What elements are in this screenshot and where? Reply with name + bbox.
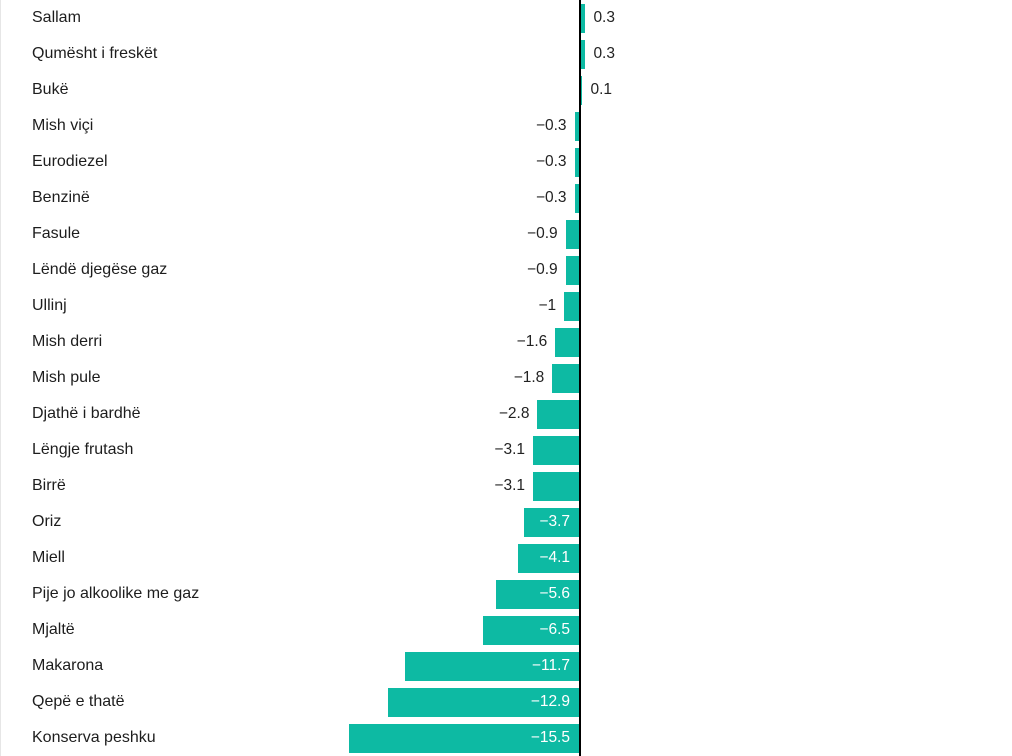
chart-row: Oriz −3.7	[0, 504, 1012, 540]
chart-row: Djathë i bardhë −2.8	[0, 396, 1012, 432]
category-label: Konserva peshku	[32, 729, 156, 746]
category-label: Mish derri	[32, 333, 103, 350]
bar	[495, 579, 579, 609]
bar	[552, 363, 579, 393]
category-label: Sallam	[32, 9, 81, 26]
value-label: −6.5	[539, 621, 570, 638]
value-label: −0.3	[535, 153, 567, 170]
category-label: Fasule	[32, 225, 81, 242]
bar	[524, 507, 579, 537]
chart-row: Eurodiezel −0.3	[0, 144, 1012, 180]
bar	[574, 147, 579, 177]
bar	[564, 291, 579, 321]
category-label: Miell	[32, 549, 65, 566]
value-label: −3.1	[494, 441, 525, 458]
category-label: Djathë i bardhë	[32, 405, 141, 422]
value-label: −3.7	[539, 513, 570, 530]
value-label: −12.9	[530, 693, 570, 710]
chart-row: Makarona −11.7	[0, 648, 1012, 684]
left-edge-divider	[0, 0, 1, 756]
value-label: −1	[538, 297, 557, 314]
category-label: Mjaltë	[32, 621, 75, 638]
bar	[537, 399, 579, 429]
chart-row: Mish derri −1.6	[0, 324, 1012, 360]
category-label: Lëngje frutash	[32, 441, 134, 458]
category-label: Birrë	[32, 477, 66, 494]
chart-row: Qumësht i freskët 0.3	[0, 36, 1012, 72]
chart-row: Lëngje frutash −3.1	[0, 432, 1012, 468]
category-label: Qumësht i freskët	[32, 45, 158, 62]
value-label: 0.3	[593, 9, 615, 26]
bar	[574, 183, 579, 213]
category-label: Benzinë	[32, 189, 90, 206]
value-label: −1.8	[513, 369, 545, 386]
bar	[581, 39, 586, 69]
bar	[581, 3, 586, 33]
chart-row: Konserva peshku −15.5	[0, 720, 1012, 756]
bar	[518, 543, 579, 573]
value-label: 0.3	[593, 45, 615, 62]
chart-row: Qepë e thatë −12.9	[0, 684, 1012, 720]
category-label: Ullinj	[32, 297, 67, 314]
category-label: Lëndë djegëse gaz	[32, 261, 168, 278]
value-label: −5.6	[539, 585, 570, 602]
bar	[482, 615, 579, 645]
chart-row: Ullinj −1	[0, 288, 1012, 324]
category-label: Qepë e thatë	[32, 693, 125, 710]
bar	[532, 471, 579, 501]
chart-row: Mish viçi −0.3	[0, 108, 1012, 144]
value-label: −0.3	[535, 189, 567, 206]
chart-row: Miell −4.1	[0, 540, 1012, 576]
category-label: Bukë	[32, 81, 69, 98]
bar	[405, 651, 579, 681]
value-label: −0.3	[535, 117, 567, 134]
category-label: Eurodiezel	[32, 153, 108, 170]
chart-row: Birrë −3.1	[0, 468, 1012, 504]
bar	[565, 219, 579, 249]
chart-row: Fasule −0.9	[0, 216, 1012, 252]
value-label: −0.9	[527, 225, 558, 242]
value-label: −15.5	[530, 729, 570, 746]
bar	[565, 255, 579, 285]
category-label: Makarona	[32, 657, 104, 674]
chart-row: Mjaltë −6.5	[0, 612, 1012, 648]
value-label: −4.1	[539, 549, 570, 566]
chart-row: Bukë 0.1	[0, 72, 1012, 108]
value-label: −11.7	[531, 657, 570, 674]
value-label: −0.9	[527, 261, 558, 278]
zero-axis-line	[579, 0, 581, 756]
chart-row: Benzinë −0.3	[0, 180, 1012, 216]
bar	[574, 111, 579, 141]
value-label: −1.6	[516, 333, 548, 350]
chart-row: Pije jo alkoolike me gaz −5.6	[0, 576, 1012, 612]
bar	[387, 687, 579, 717]
category-label: Pije jo alkoolike me gaz	[32, 585, 200, 602]
bar	[555, 327, 579, 357]
category-label: Mish viçi	[32, 117, 94, 134]
value-label: 0.1	[590, 81, 613, 98]
chart-row: Sallam 0.3	[0, 0, 1012, 36]
value-label: −2.8	[498, 405, 530, 422]
category-label: Mish pule	[32, 369, 101, 386]
chart-row: Mish pule −1.8	[0, 360, 1012, 396]
bar	[348, 723, 579, 753]
category-label: Oriz	[32, 513, 62, 530]
bar	[581, 75, 583, 105]
bar	[532, 435, 579, 465]
chart-row: Lëndë djegëse gaz −0.9	[0, 252, 1012, 288]
value-label: −3.1	[494, 477, 525, 494]
